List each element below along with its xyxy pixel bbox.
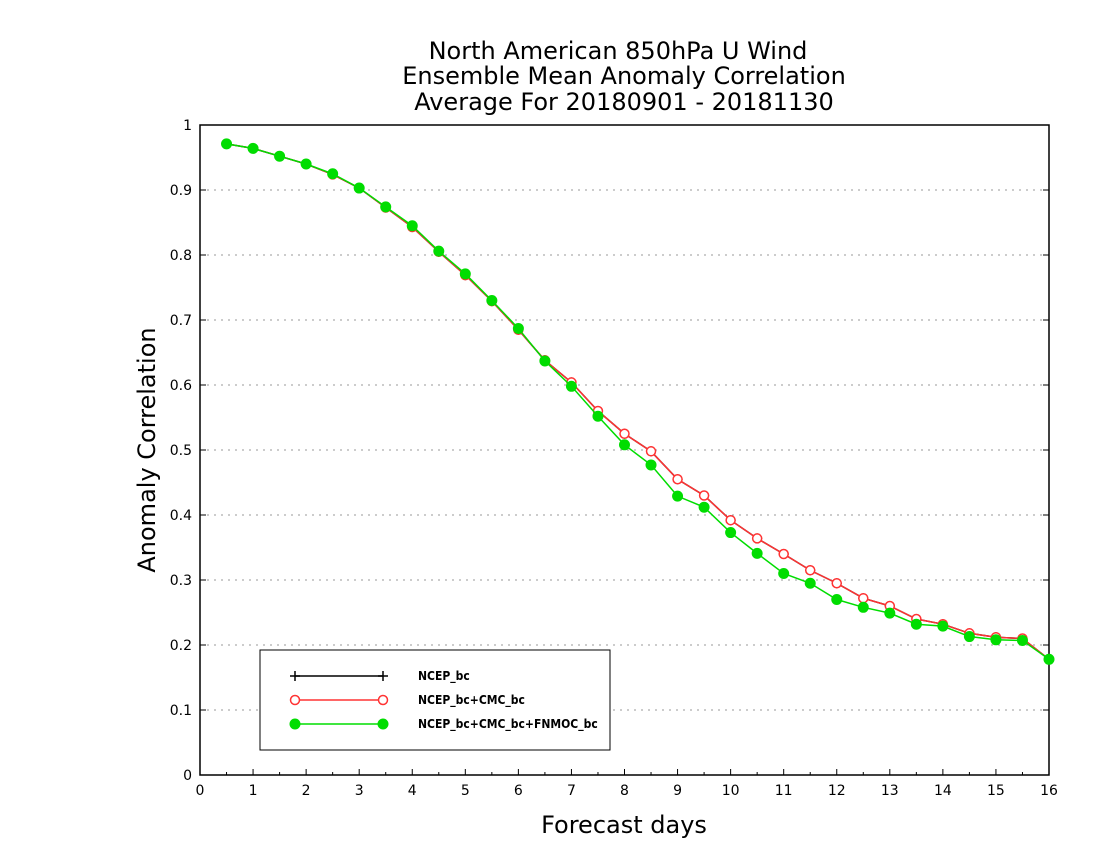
x-tick-label: 3: [355, 783, 364, 799]
x-tick-label: 13: [881, 783, 899, 799]
data-point: [1043, 653, 1055, 665]
x-tick-label: 12: [828, 783, 846, 799]
y-tick-label: 0.5: [170, 443, 192, 459]
legend-label: NCEP_bc+CMC_bc: [418, 693, 525, 708]
chart-title-line-3: Average For 20180901 - 20181130: [414, 88, 834, 116]
x-tick-label: 14: [934, 783, 952, 799]
data-point: [486, 295, 498, 306]
data-point: [247, 142, 259, 154]
data-point: [300, 158, 312, 170]
y-tick-label: 0.1: [170, 703, 192, 719]
data-point: [672, 490, 684, 502]
data-point: [672, 474, 683, 485]
data-point: [539, 355, 551, 367]
chart-title-line-1: North American 850hPa U Wind: [429, 37, 808, 65]
legend-item: NCEP_bc+CMC_bc+FNMOC_bc: [289, 717, 598, 732]
y-tick-label: 0.8: [170, 248, 192, 264]
data-point: [751, 547, 763, 559]
data-point: [512, 322, 524, 334]
x-axis-label: Forecast days: [541, 811, 707, 839]
data-point: [831, 594, 843, 605]
data-point: [619, 439, 630, 451]
x-tick-label: 9: [673, 783, 682, 799]
y-tick-label: 0.2: [170, 638, 192, 654]
x-tick-label: 4: [408, 783, 417, 799]
data-point: [804, 577, 816, 589]
data-point: [858, 592, 869, 604]
y-axis: 0 0.1 0.2 0.3 0.4 0.5 0.6 0.7 0.8 0.9 1: [170, 118, 1049, 784]
data-point: [327, 168, 339, 180]
data-point: [990, 634, 1002, 646]
data-point: [459, 268, 471, 280]
x-tick-label: 10: [722, 783, 740, 799]
legend-marker: [377, 718, 389, 730]
data-point: [751, 533, 763, 544]
legend: NCEP_bc NCEP_bc+CMC_bc NCEP_bc+CMC_bc+FNMO…: [259, 649, 611, 751]
data-point: [804, 565, 816, 576]
series-layer: [221, 138, 1055, 665]
legend-marker: [289, 694, 301, 706]
data-point: [778, 568, 790, 579]
x-tick-label: 16: [1040, 783, 1058, 799]
x-tick-label: 5: [461, 783, 470, 799]
data-point: [592, 410, 604, 422]
grid-lines: [200, 189, 1049, 711]
legend-items: NCEP_bc NCEP_bc+CMC_bc NCEP_bc+CMC_bc+FNMO…: [289, 669, 598, 732]
legend-marker: [289, 718, 301, 730]
series-line: [226, 143, 1050, 660]
data-point: [645, 459, 657, 471]
data-point: [406, 220, 418, 232]
y-tick-label: 0.6: [170, 378, 192, 394]
data-point: [778, 548, 789, 560]
y-tick-label: 1: [183, 118, 192, 134]
data-point: [619, 428, 630, 439]
data-point: [221, 138, 233, 150]
series-ncep-bc-cmc-bc-fnmoc-bc: [221, 138, 1055, 665]
data-point: [910, 618, 922, 630]
x-tick-label: 11: [775, 783, 793, 799]
chart-title-line-2: Ensemble Mean Anomaly Correlation: [402, 62, 846, 90]
data-point: [433, 245, 445, 257]
y-tick-label: 0.4: [170, 508, 192, 524]
x-tick-label: 1: [249, 783, 258, 799]
x-tick-label: 0: [196, 783, 205, 799]
x-tick-label: 7: [567, 783, 576, 799]
series-line: [226, 143, 1050, 660]
y-tick-label: 0.9: [170, 183, 192, 199]
data-point: [831, 578, 842, 589]
data-point: [645, 446, 657, 457]
legend-label: NCEP_bc+CMC_bc+FNMOC_bc: [418, 717, 598, 732]
data-point: [857, 601, 869, 613]
series-line: [226, 143, 1050, 660]
data-point: [353, 182, 365, 194]
y-axis-label: Anomaly Correlation: [133, 327, 161, 572]
data-point: [937, 620, 949, 632]
series-ncep-bc: [221, 138, 1054, 665]
data-point: [884, 607, 896, 619]
data-point: [565, 380, 577, 392]
series-ncep-bc-cmc-bc: [221, 138, 1055, 665]
y-tick-label: 0.7: [170, 313, 192, 329]
y-tick-label: 0.3: [170, 573, 192, 589]
data-point: [274, 150, 286, 162]
x-tick-label: 15: [987, 783, 1005, 799]
data-point: [1016, 634, 1028, 646]
x-tick-label: 8: [620, 783, 629, 799]
legend-item: NCEP_bc+CMC_bc: [289, 693, 525, 708]
data-point: [380, 201, 392, 213]
x-tick-label: 2: [302, 783, 311, 799]
legend-marker: [377, 694, 389, 706]
legend-label: NCEP_bc: [418, 669, 470, 684]
data-point: [698, 501, 710, 513]
x-axis: 0 1 2 3 4 5 6 7 8 9 10 11 12 13 14 15 16: [196, 769, 1058, 799]
data-point: [725, 514, 736, 526]
legend-item: NCEP_bc: [290, 669, 470, 684]
y-tick-label: 0: [183, 768, 192, 784]
data-point: [963, 631, 975, 643]
data-point: [725, 527, 737, 539]
chart-title: North American 850hPa U Wind Ensemble Me…: [402, 37, 846, 116]
data-point: [698, 490, 710, 501]
x-tick-label: 6: [514, 783, 523, 799]
